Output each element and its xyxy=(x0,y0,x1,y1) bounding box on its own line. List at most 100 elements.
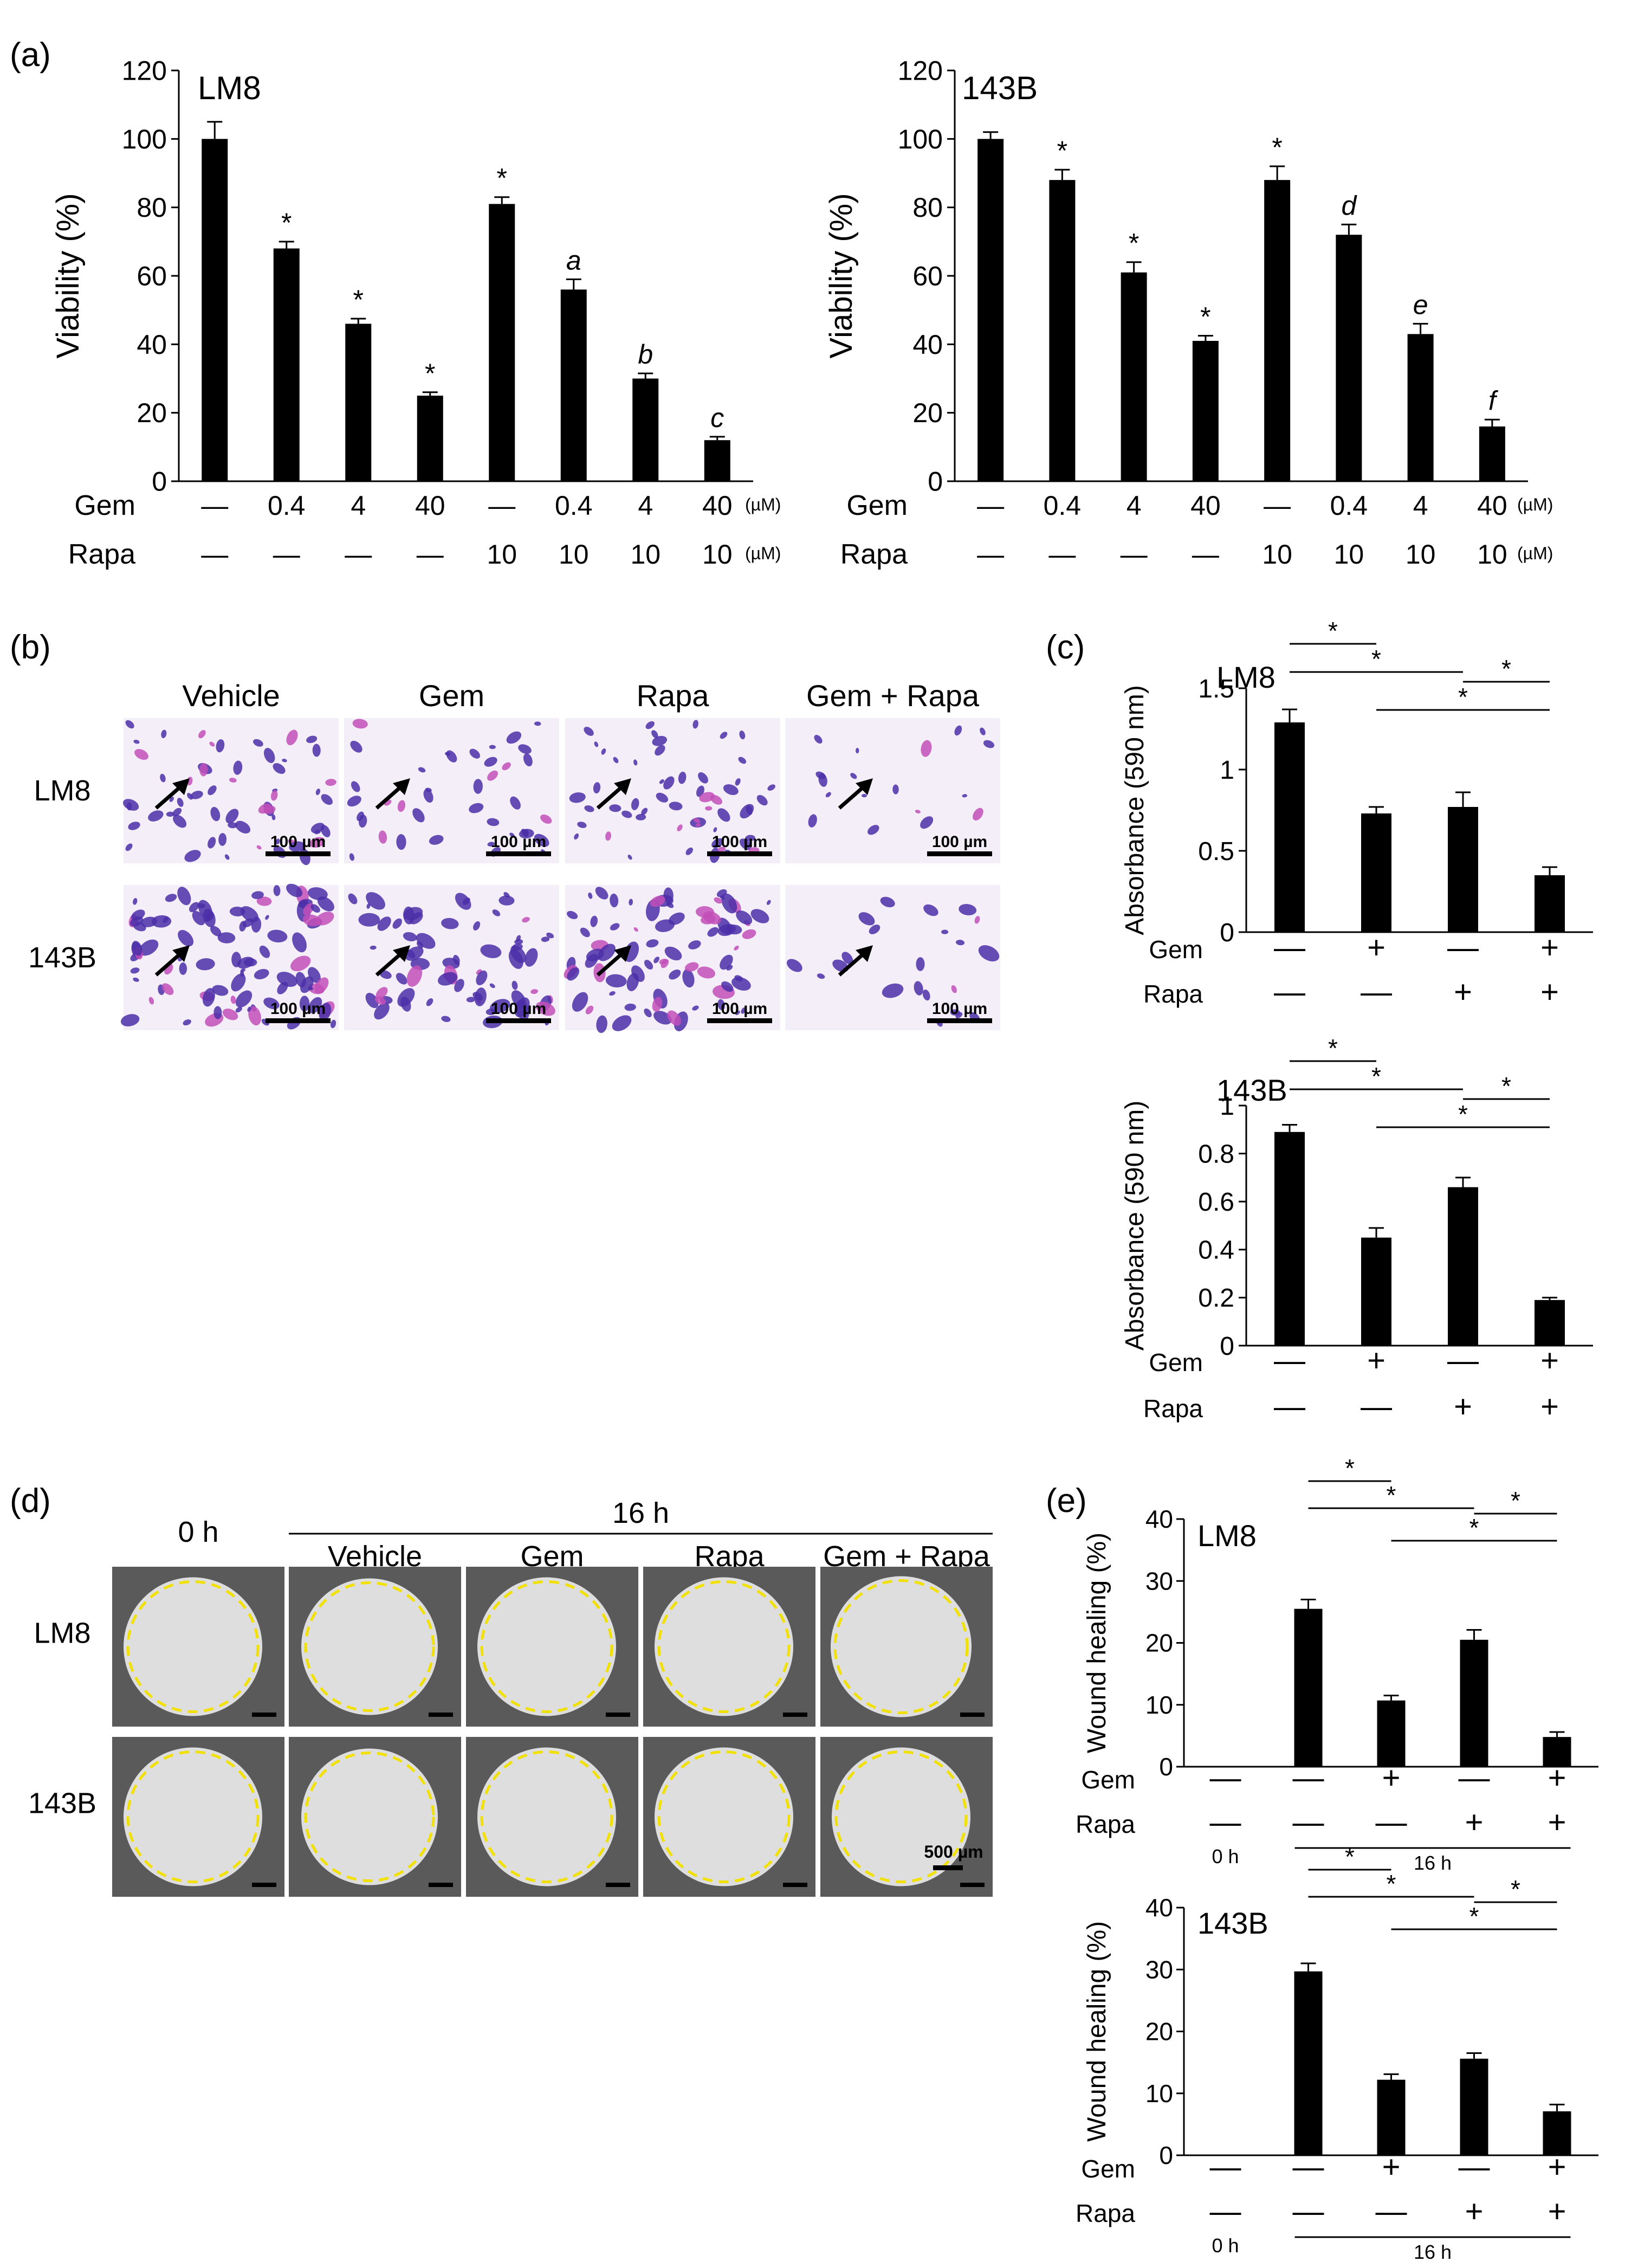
wound-row-label: 143B xyxy=(28,1787,96,1820)
y-tick-label: 80 xyxy=(137,192,167,223)
bar-annotation: * xyxy=(281,208,292,238)
condition-level: — xyxy=(1361,1389,1392,1424)
micrograph-column-label: Gem + Rapa xyxy=(806,679,980,713)
bar-annotation: b xyxy=(638,339,653,370)
condition-row-label: Gem xyxy=(1149,1348,1203,1377)
micrograph-column-label: Rapa xyxy=(637,679,710,713)
scale-bar xyxy=(960,1883,985,1887)
y-tick-label: 0.8 xyxy=(1198,1140,1234,1168)
wound-row-label: LM8 xyxy=(34,1617,90,1650)
arrowhead-icon xyxy=(856,778,873,796)
scale-bar xyxy=(707,1018,772,1023)
wound-outline xyxy=(304,1581,435,1712)
scale-bar xyxy=(486,851,551,856)
panel-letter-c: (c) xyxy=(1046,629,1085,666)
condition-level: — xyxy=(1274,974,1305,1010)
bar-annotation: * xyxy=(1200,302,1210,332)
transwell-micrograph-grid: Vehicle Gem Rapa Gem + Rapa LM8 143B 100 µm 100… xyxy=(28,679,1000,1033)
micrograph-image: 100 µm xyxy=(122,718,339,865)
bar xyxy=(1361,813,1391,932)
bar-annotation: * xyxy=(1057,135,1067,166)
condition-level: — xyxy=(1274,1343,1305,1378)
bar-annotation: a xyxy=(566,245,581,275)
y-tick-label: 0 xyxy=(928,467,943,497)
y-tick-label: 0 xyxy=(152,467,167,497)
wound-image xyxy=(643,1737,815,1897)
scale-bar-label: 100 µm xyxy=(270,1000,326,1018)
chart-viability-143b: 0 20 40 60 80 100 120 143B Viability (%) * * * * d e f G… xyxy=(824,56,1553,571)
scale-bar xyxy=(927,1018,992,1023)
panel-letter-a: (a) xyxy=(10,36,51,74)
bar xyxy=(345,324,372,481)
y-tick-label: 1 xyxy=(1220,756,1234,785)
wound-outline xyxy=(657,1750,791,1883)
wound-scale-bar xyxy=(933,1865,963,1870)
time-group-label: 0 h xyxy=(1212,1845,1239,1868)
bar xyxy=(1294,1608,1323,1767)
scale-bar-label: 100 µm xyxy=(491,833,546,851)
arrow-icon xyxy=(838,784,867,810)
bar xyxy=(1448,1187,1478,1346)
y-tick-label: 40 xyxy=(1145,1505,1173,1533)
condition-level: — xyxy=(201,539,228,570)
condition-level: 0.4 xyxy=(1044,490,1082,521)
condition-level: 10 xyxy=(1477,539,1507,570)
condition-level: — xyxy=(1210,2194,1241,2229)
y-tick-label: 40 xyxy=(1145,1894,1173,1922)
condition-row-label: Gem xyxy=(74,490,135,521)
chart-title: LM8 xyxy=(1197,1519,1257,1553)
scale-bar xyxy=(606,1883,630,1887)
chart-title: 143B xyxy=(1216,1073,1287,1107)
bar-annotation: * xyxy=(1272,132,1282,163)
micrograph-row-label: LM8 xyxy=(34,774,90,807)
wound-image xyxy=(466,1737,638,1897)
arrowhead-icon xyxy=(614,945,631,962)
significance-star: * xyxy=(1387,1481,1396,1509)
arrowhead-icon xyxy=(393,778,410,796)
y-tick-label: 0 xyxy=(1220,1332,1234,1361)
significance-star: * xyxy=(1345,1843,1355,1871)
condition-level: — xyxy=(1210,1805,1241,1840)
micrograph-image: 100 µm xyxy=(565,718,780,863)
condition-level: — xyxy=(1293,2194,1324,2229)
chart-wound-healing-lm8: 0 10 20 30 40 LM8 Wound healing (%) Gem — — + — + Rap… xyxy=(1076,1454,1598,1874)
arrow-icon xyxy=(596,784,625,810)
bar xyxy=(977,139,1004,481)
bar xyxy=(1377,1700,1406,1767)
bar-annotation: * xyxy=(1129,228,1139,259)
wound-image xyxy=(820,1567,993,1727)
condition-level: — xyxy=(1048,539,1076,570)
condition-row-label: Rapa xyxy=(1143,980,1203,1008)
y-tick-label: 100 xyxy=(122,124,167,154)
chart-viability-lm8: 0 20 40 60 80 100 120 LM8 Viability (%) * * * * a b c Ge… xyxy=(50,56,781,571)
wound-scale-label: 500 µm xyxy=(924,1842,983,1862)
condition-level: + xyxy=(1454,974,1472,1010)
condition-level: 10 xyxy=(487,539,517,570)
time-group-label: 16 h xyxy=(1414,1852,1452,1874)
wound-image xyxy=(289,1567,461,1727)
condition-level: 10 xyxy=(1406,539,1436,570)
bar-annotation: f xyxy=(1488,385,1499,416)
y-tick-label: 0 xyxy=(1159,2141,1173,2169)
micrograph-image: 100 µm xyxy=(785,718,1000,863)
wound-outline xyxy=(126,1580,260,1713)
arrow-icon xyxy=(596,951,625,977)
y-tick-label: 60 xyxy=(912,261,943,292)
arrowhead-icon xyxy=(393,945,410,962)
significance-star: * xyxy=(1469,1514,1479,1542)
timepoint-label-16h: 16 h xyxy=(612,1497,669,1529)
condition-level: 40 xyxy=(415,490,445,521)
condition-level: — xyxy=(1459,1760,1490,1795)
scale-bar xyxy=(429,1883,453,1887)
y-tick-label: 100 xyxy=(898,124,943,154)
y-tick-label: 1.5 xyxy=(1198,675,1234,703)
panel-letter-e: (e) xyxy=(1046,1482,1087,1520)
micrograph-image: 100 µm xyxy=(785,885,1000,1030)
bar xyxy=(704,440,730,481)
condition-level: — xyxy=(977,539,1004,570)
condition-row-label: Rapa xyxy=(1076,2199,1135,2227)
scale-bar-label: 100 µm xyxy=(712,1000,767,1018)
wound-outline xyxy=(126,1750,260,1883)
